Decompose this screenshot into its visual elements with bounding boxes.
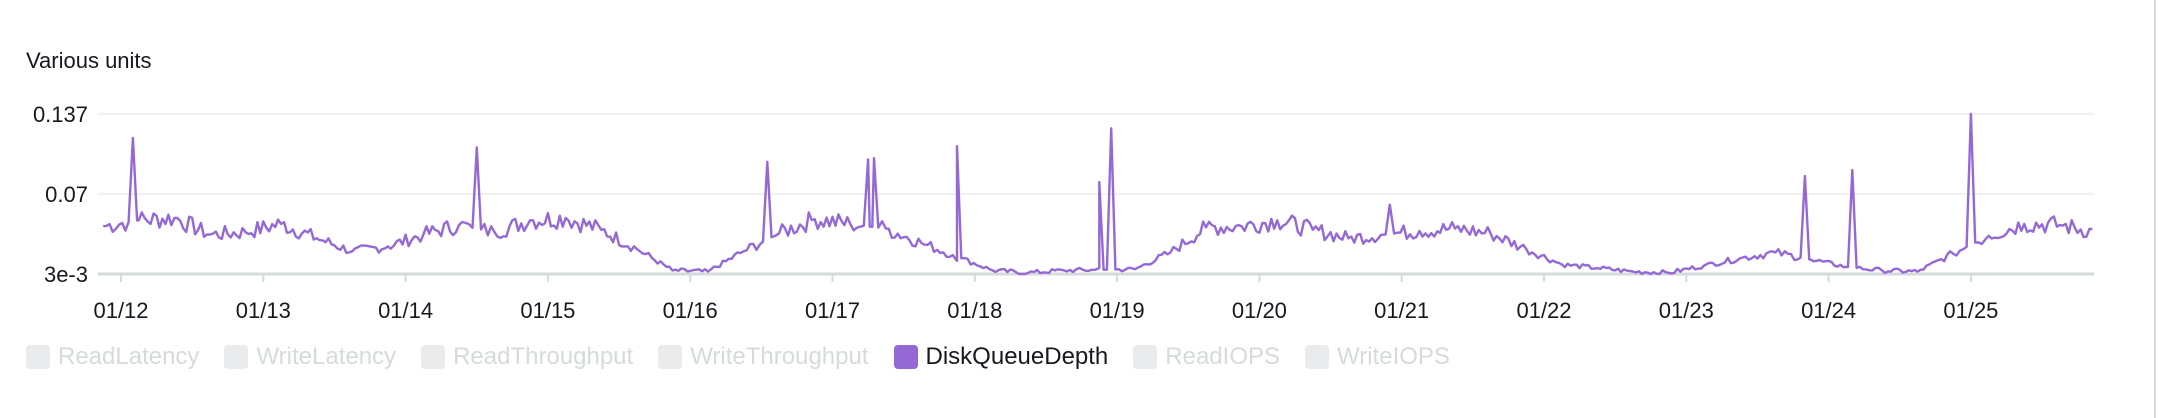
legend-swatch — [1133, 345, 1158, 369]
legend-swatch — [26, 345, 50, 369]
series-layer — [103, 112, 2093, 276]
series-line-diskqueuedepth[interactable] — [103, 112, 2093, 276]
legend-item-writethroughput[interactable]: WriteThroughput — [658, 343, 869, 371]
legend-swatch — [893, 345, 918, 369]
legend-label: WriteThroughput — [690, 343, 869, 370]
gridlines — [98, 113, 2094, 276]
x-tick-label: 01/23 — [1659, 298, 1714, 323]
x-axis: 01/12 01/13 01/14 01/15 01/16 01/17 01/18 01/19… — [93, 274, 1998, 323]
legend-item-writeiops[interactable]: WriteIOPS — [1305, 343, 1450, 371]
legend-item-writelatency[interactable]: WriteLatency — [224, 343, 396, 371]
legend-swatch — [421, 345, 446, 369]
unit-label: Various units — [26, 48, 152, 73]
legend-item-readthroughput[interactable]: ReadThroughput — [421, 343, 633, 371]
legend-swatch — [658, 345, 683, 369]
x-tick-label: 01/13 — [236, 298, 291, 323]
legend-item-readiops[interactable]: ReadIOPS — [1133, 343, 1280, 371]
legend-label: ReadIOPS — [1165, 343, 1281, 370]
y-tick-label: 0.07 — [45, 182, 88, 207]
y-tick-label: 3e-3 — [44, 262, 88, 287]
legend-swatch — [1305, 345, 1330, 369]
legend: ReadLatency WriteLatency ReadThroughput Wri… — [26, 343, 1475, 371]
x-tick-label: 01/12 — [93, 298, 148, 323]
legend-item-diskqueuedepth[interactable]: DiskQueueDepth — [893, 343, 1109, 371]
x-tick-label: 01/14 — [378, 298, 433, 323]
x-tick-label: 01/25 — [1943, 298, 1998, 323]
legend-label: DiskQueueDepth — [925, 343, 1109, 370]
legend-swatch — [224, 345, 249, 369]
legend-item-readlatency[interactable]: ReadLatency — [26, 343, 199, 371]
legend-label: ReadLatency — [58, 343, 200, 370]
panel-right-border — [2154, 0, 2156, 418]
x-tick-label: 01/19 — [1090, 298, 1145, 323]
y-tick-label: 0.137 — [33, 102, 88, 127]
legend-label: WriteIOPS — [1337, 343, 1450, 370]
x-tick-label: 01/21 — [1374, 298, 1429, 323]
x-tick-label: 01/16 — [663, 298, 718, 323]
y-axis: 0.137 0.07 3e-3 — [33, 102, 88, 287]
legend-label: WriteLatency — [256, 343, 397, 370]
x-tick-label: 01/17 — [805, 298, 860, 323]
legend-label: ReadThroughput — [453, 343, 634, 370]
x-tick-label: 01/20 — [1232, 298, 1287, 323]
x-tick-label: 01/24 — [1801, 298, 1856, 323]
x-tick-label: 01/18 — [947, 298, 1002, 323]
x-tick-label: 01/15 — [520, 298, 575, 323]
x-tick-label: 01/22 — [1516, 298, 1571, 323]
